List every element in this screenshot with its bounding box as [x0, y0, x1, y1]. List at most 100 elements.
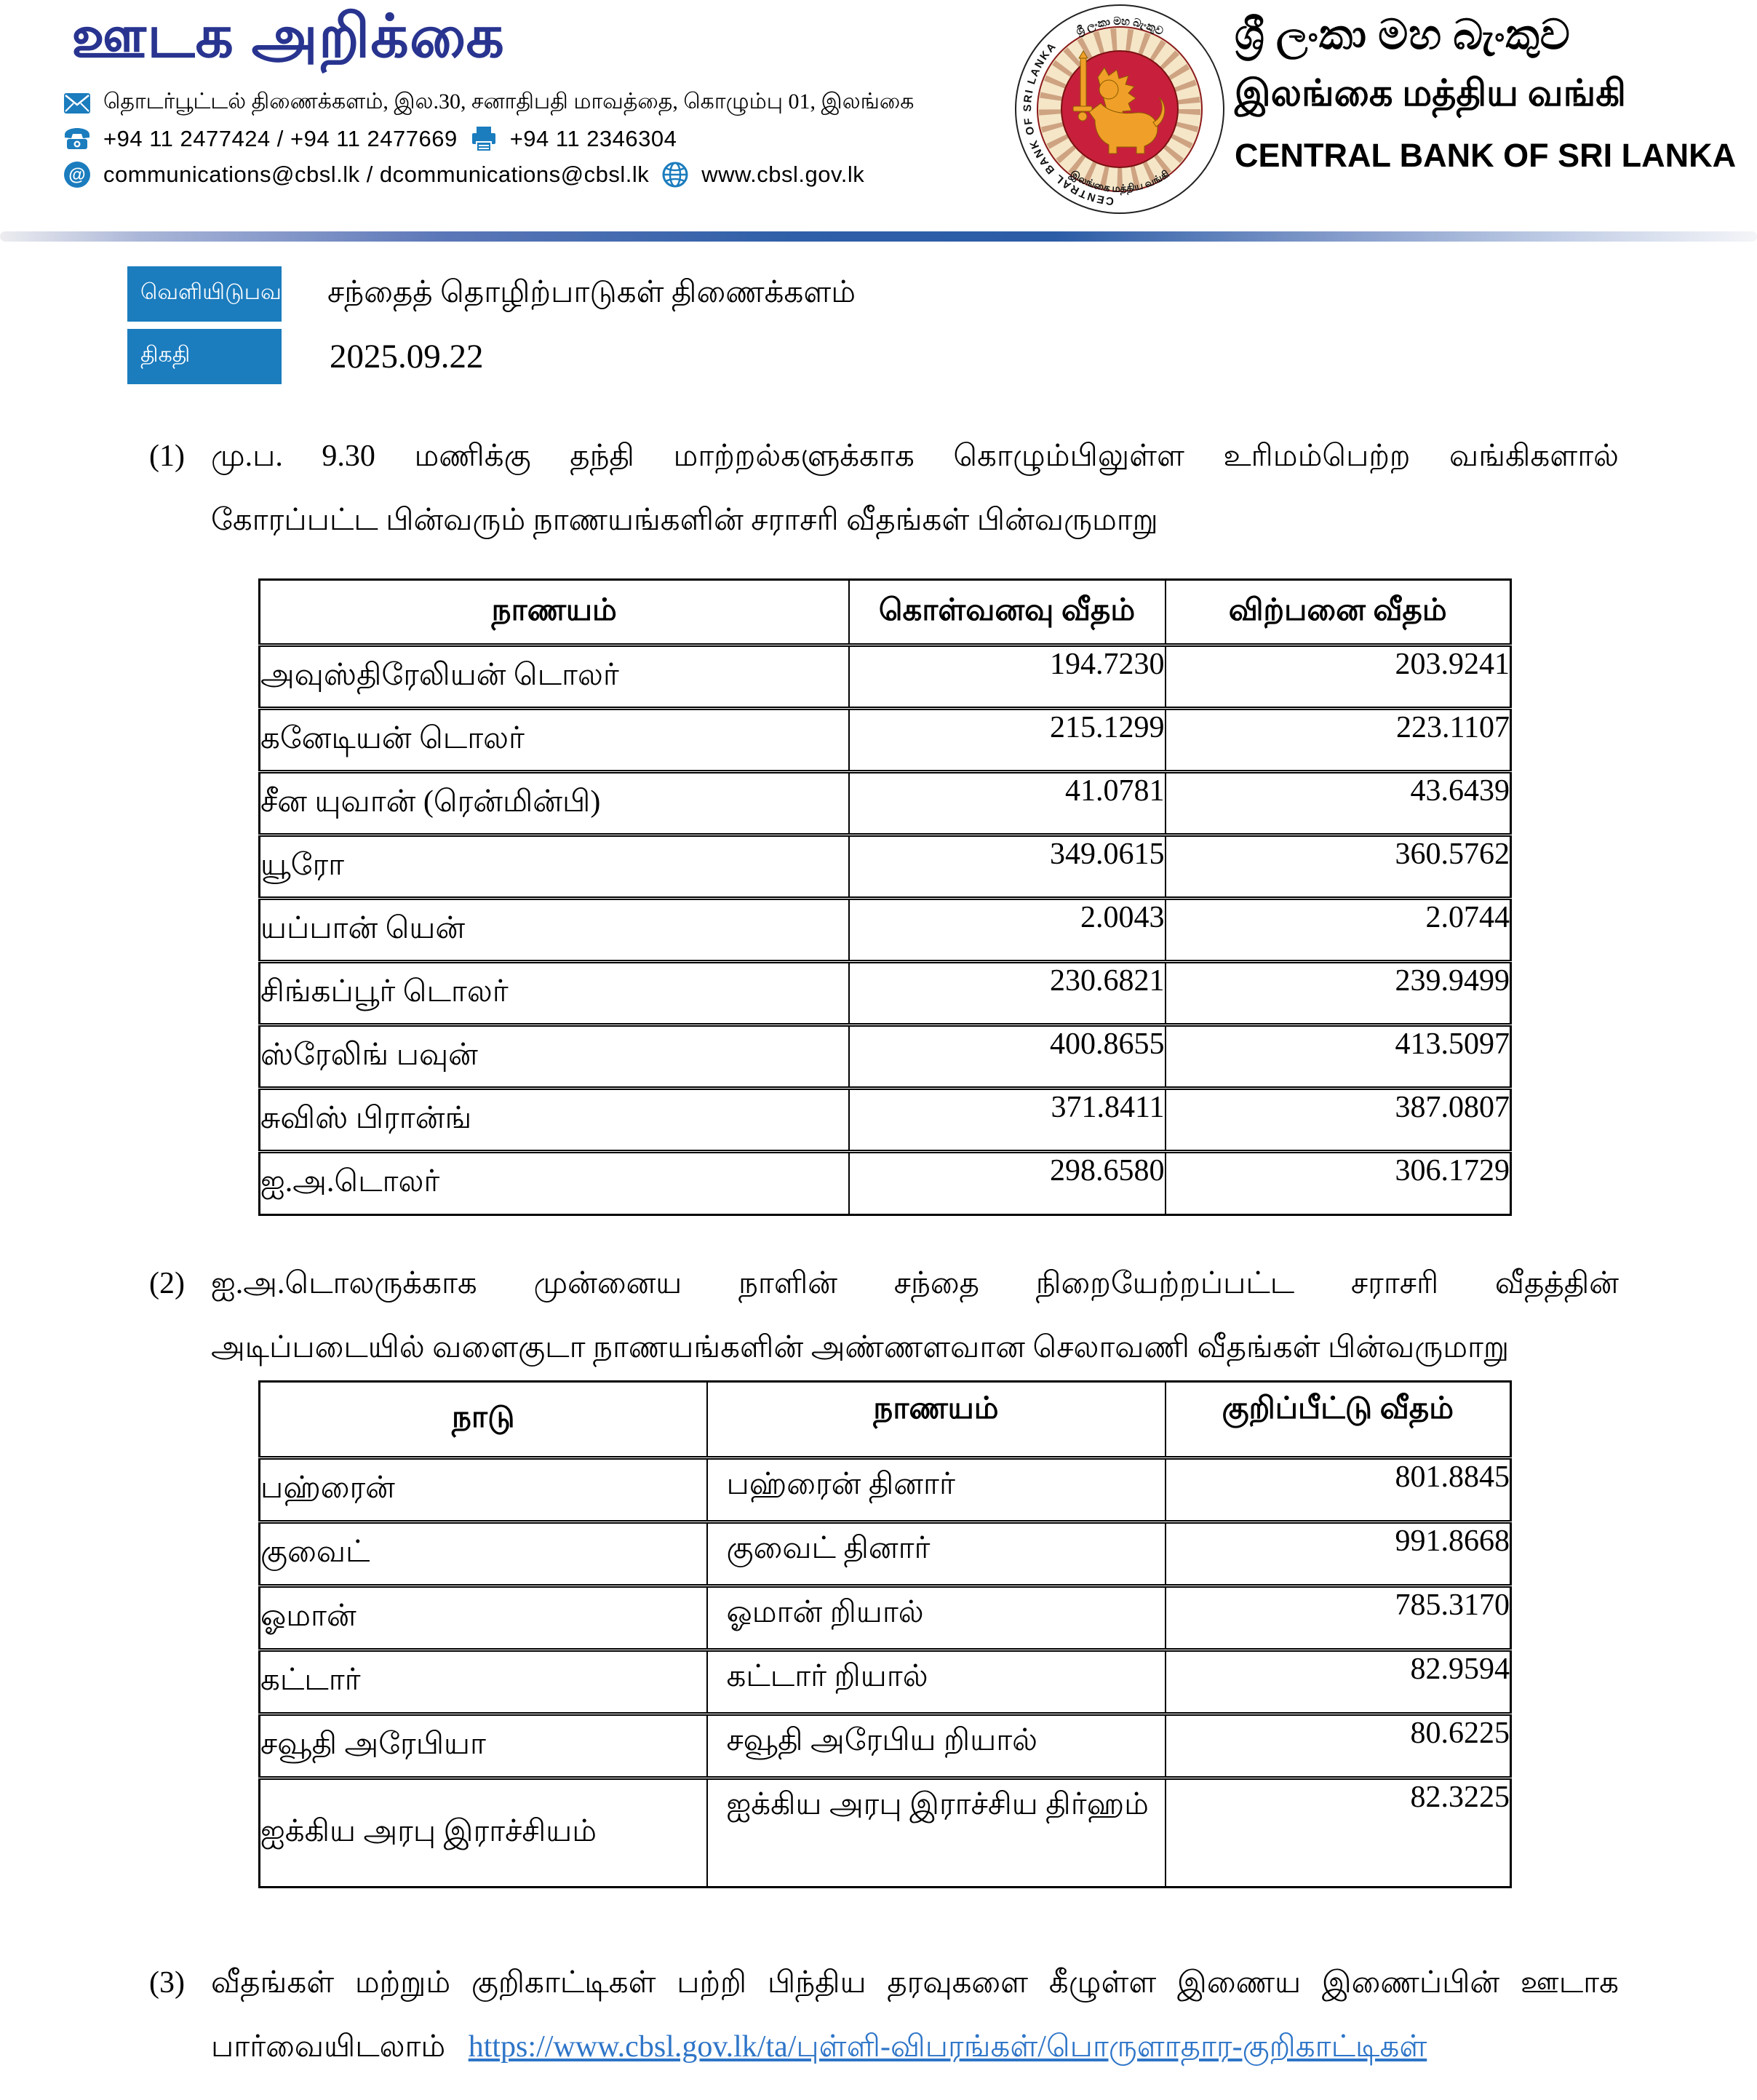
phone-icon [63, 124, 92, 154]
currency-name: ஓமான் றியால் [706, 1584, 1166, 1650]
currency-name: பஹ்ரைன் தினார் [706, 1456, 1166, 1522]
buy-rate: 400.8655 [848, 1023, 1166, 1089]
col-header-sell-rate: விற்பனை வீதம் [1164, 579, 1512, 645]
indicative-rate: 801.8845 [1164, 1456, 1512, 1522]
sell-rate: 360.5762 [1164, 833, 1512, 899]
currency-name: ஐ.அ.டொலர் [258, 1150, 850, 1215]
col-header-currency: நாணயம் [706, 1381, 1166, 1458]
globe-icon [661, 160, 690, 189]
table-row: குவைட் குவைட் தினார் 991.8668 [258, 1520, 1512, 1586]
paragraph-3-number: (3) [149, 1966, 185, 2000]
buy-rate: 371.8411 [848, 1086, 1166, 1152]
date-label-box: திகதி [127, 329, 282, 384]
bank-name-tamil: இலங்கை மத்திய வங்கி [1235, 73, 1627, 114]
currency-name: யப்பான் யென் [258, 896, 850, 962]
currency-name: சுவிஸ் பிரான்ங் [258, 1086, 850, 1152]
paragraph-2-number: (2) [149, 1267, 185, 1300]
bank-name-block: ශ්‍රී ලංකා මහ බැංකුව இலங்கை மத்திய வங்கி… [1235, 12, 1736, 175]
bank-name-english: CENTRAL BANK OF SRI LANKA [1235, 137, 1737, 174]
svg-text:@: @ [68, 165, 85, 185]
table-row: கட்டார் கட்டார் றியால் 82.9594 [258, 1648, 1512, 1714]
indicative-rate: 82.3225 [1164, 1776, 1512, 1888]
table-row: பஹ்ரைன் பஹ்ரைன் தினார் 801.8845 [258, 1456, 1512, 1522]
indicative-rate: 82.9594 [1164, 1648, 1512, 1714]
sell-rate: 387.0807 [1164, 1086, 1512, 1152]
date-row: திகதி 2025.09.22 [127, 329, 484, 384]
country-name: ஓமான் [258, 1584, 708, 1650]
bank-name-sinhala: ශ්‍රී ලංකා මහ බැංකුව [1235, 12, 1571, 58]
table-row: சுவிஸ் பிரான்ங் 371.8411 387.0807 [258, 1086, 1512, 1152]
sell-rate: 2.0744 [1164, 896, 1512, 962]
indicative-rate: 785.3170 [1164, 1584, 1512, 1650]
country-name: சவூதி அரேபியா [258, 1712, 708, 1778]
country-name: குவைட் [258, 1520, 708, 1586]
paragraph-1-number: (1) [149, 440, 185, 473]
sell-rate: 306.1729 [1164, 1150, 1512, 1215]
contact-address: தொடர்பூட்டல் திணைக்களம், இல.30, சனாதிபதி… [103, 90, 915, 114]
table-row: யூரோ 349.0615 360.5762 [258, 833, 1512, 899]
paragraph-3-link-prefix: பார்வையிடலாம் [211, 2030, 446, 2064]
col-header-country: நாடு [258, 1381, 708, 1458]
currency-name: ஐக்கிய அரபு இராச்சிய திர்ஹம் [706, 1776, 1166, 1888]
buy-rate: 215.1299 [848, 707, 1166, 772]
buy-rate: 298.6580 [848, 1150, 1166, 1215]
buy-rate: 349.0615 [848, 833, 1166, 899]
currency-name: சிங்கப்பூர் டொலர் [258, 960, 850, 1025]
table-row: ஸ்ரேலிங் பவுன் 400.8655 413.5097 [258, 1023, 1512, 1089]
divider-rule [0, 231, 1757, 242]
table-header-row: நாடு நாணயம் குறிப்பீட்டு வீதம் [258, 1381, 1512, 1458]
contact-emails: communications@cbsl.lk / dcommunications… [103, 162, 650, 187]
paragraph-1-text: மு.ப. 9.30 மணிக்கு தந்தி மாற்றல்களுக்காக… [211, 440, 1619, 537]
currency-name: கட்டார் றியால் [706, 1648, 1166, 1714]
buy-rate: 2.0043 [848, 896, 1166, 962]
table-row: சவூதி அரேபியா சவூதி அரேபிய றியால் 80.6225 [258, 1712, 1512, 1778]
country-name: பஹ்ரைன் [258, 1456, 708, 1522]
contact-phone-row: +94 11 2477424 / +94 11 2477669 +94 11 2… [63, 124, 914, 154]
table-row: ஐக்கிய அரபு இராச்சியம் ஐக்கிய அரபு இராச்ச… [258, 1776, 1512, 1888]
col-header-buy-rate: கொள்வனவு வீதம் [848, 579, 1166, 645]
paragraph-2-text: ஐ.அ.டொலருக்காக முன்னைய நாளின் சந்தை நிறை… [211, 1267, 1619, 1364]
paragraph-1: (1) மு.ப. 9.30 மணிக்கு தந்தி மாற்றல்களுக… [149, 437, 1619, 540]
sell-rate: 203.9241 [1164, 643, 1512, 709]
buy-rate: 41.0781 [848, 770, 1166, 835]
paragraph-2: (2) ஐ.அ.டொலருக்காக முன்னைய நாளின் சந்தை … [149, 1264, 1619, 1367]
sell-rate: 223.1107 [1164, 707, 1512, 772]
contact-block: தொடர்பூட்டல் திணைக்களம், இல.30, சனாதிபதி… [63, 89, 914, 189]
indicative-rate: 80.6225 [1164, 1712, 1512, 1778]
paragraph-3: (3) வீதங்கள் மற்றும் குறிகாட்டிகள் பற்றி… [149, 1963, 1619, 2067]
table-header-row: நாணயம் கொள்வனவு வீதம் விற்பனை வீதம் [258, 579, 1512, 645]
date-value: 2025.09.22 [330, 338, 484, 375]
sell-rate: 239.9499 [1164, 960, 1512, 1025]
currency-name: சீன யுவான் (ரென்மின்பி) [258, 770, 850, 835]
paragraph-3-text: வீதங்கள் மற்றும் குறிகாட்டிகள் பற்றி பிந… [211, 1966, 1619, 2064]
sell-rate: 413.5097 [1164, 1023, 1512, 1089]
contact-fax: +94 11 2346304 [509, 126, 677, 151]
currency-name: யூரோ [258, 833, 850, 899]
country-name: கட்டார் [258, 1648, 708, 1714]
gulf-currencies-table: நாடு நாணயம் குறிப்பீட்டு வீதம் பஹ்ரைன் பஹ… [258, 1380, 1512, 1888]
media-release-logotype: ஊடக அறிக்கை [71, 4, 505, 70]
sell-rate: 43.6439 [1164, 770, 1512, 835]
col-header-currency: நாணயம் [258, 579, 850, 645]
seal-lion [1072, 50, 1166, 154]
table-row: அவுஸ்திரேலியன் டொலர் 194.7230 203.9241 [258, 643, 1512, 709]
table-row: சிங்கப்பூர் டொலர் 230.6821 239.9499 [258, 960, 1512, 1025]
issuer-value: சந்தைத் தொழிற்பாடுகள் திணைக்களம் [327, 275, 856, 309]
at-icon: @ [63, 160, 92, 189]
issuer-row: வெளியிடுபவர் சந்தைத் தொழிற்பாடுகள் திணைக… [127, 266, 856, 322]
table-row: சீன யுவான் (ரென்மின்பி) 41.0781 43.6439 [258, 770, 1512, 835]
currency-name: குவைட் தினார் [706, 1520, 1166, 1586]
exchange-rates-table: நாணயம் கொள்வனவு வீதம் விற்பனை வீதம் அவுஸ… [258, 578, 1512, 1216]
indicative-rate: 991.8668 [1164, 1520, 1512, 1586]
cbsl-seal: CENTRAL BANK OF SRI LANKA ශ්‍රී ලංකා මහ … [1013, 3, 1226, 215]
cbsl-statistics-link[interactable]: https://www.cbsl.gov.lk/ta/புள்ளி-விபரங்… [468, 2030, 1427, 2064]
col-header-indicative-rate: குறிப்பீட்டு வீதம் [1164, 1381, 1512, 1458]
currency-name: சவூதி அரேபிய றியால் [706, 1712, 1166, 1778]
table-row: யப்பான் யென் 2.0043 2.0744 [258, 896, 1512, 962]
table-row: ஐ.அ.டொலர் 298.6580 306.1729 [258, 1150, 1512, 1215]
currency-name: ஸ்ரேலிங் பவுன் [258, 1023, 850, 1089]
table-row: ஓமான் ஓமான் றியால் 785.3170 [258, 1584, 1512, 1650]
table-row: கனேடியன் டொலர் 215.1299 223.1107 [258, 707, 1512, 772]
contact-address-row: தொடர்பூட்டல் திணைக்களம், இல.30, சனாதிபதி… [63, 89, 914, 118]
